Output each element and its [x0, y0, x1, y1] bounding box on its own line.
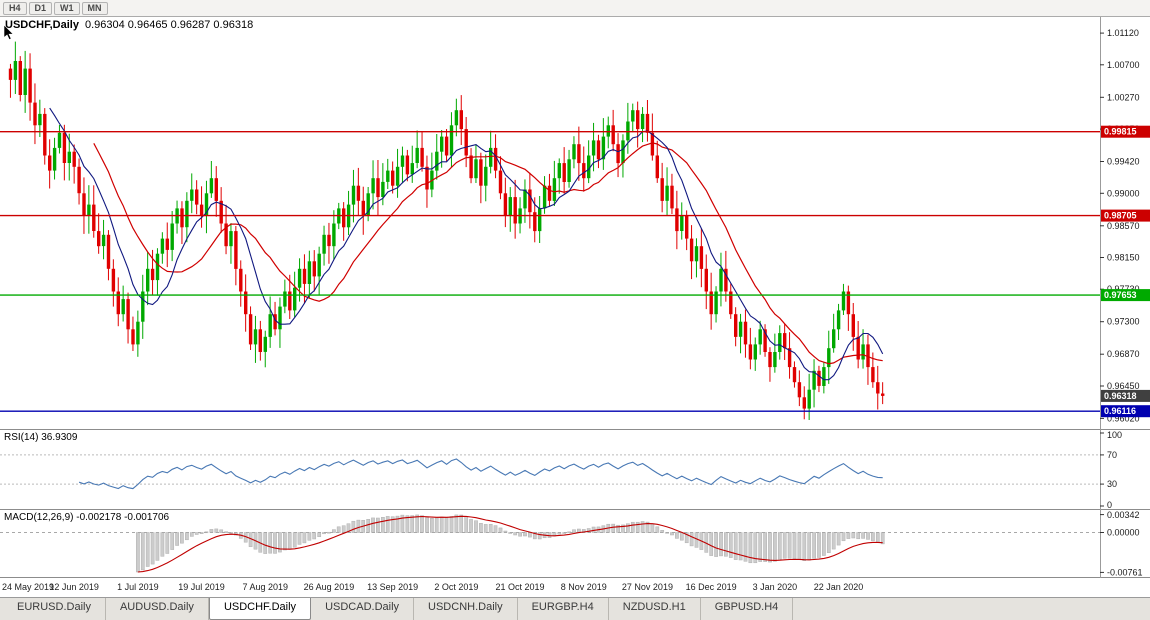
date-axis-label: 27 Nov 2019 [621, 582, 673, 592]
date-axis-label: 13 Sep 2019 [367, 582, 419, 592]
date-axis-label: 26 Aug 2019 [303, 582, 355, 592]
chart-tab-bar: EURUSD.Daily AUDUSD.Daily USDCHF.Daily USDC… [0, 598, 1150, 620]
tab-usdcad-daily[interactable]: USDCAD.Daily [311, 598, 415, 620]
svg-text:0.96116: 0.96116 [1104, 406, 1136, 416]
tab-usdcnh-daily[interactable]: USDCNH.Daily [414, 598, 518, 620]
timeframe-button-mn[interactable]: MN [81, 1, 108, 15]
svg-text:0.98705: 0.98705 [1104, 211, 1137, 221]
svg-text:0: 0 [1107, 500, 1112, 510]
date-axis-label: 2 Oct 2019 [434, 582, 479, 592]
date-axis-label: 8 Nov 2019 [560, 582, 607, 592]
tab-nzdusd-h1[interactable]: NZDUSD.H1 [609, 598, 701, 620]
macd-indicator-panel[interactable]: 0.00342 0.00000 -0.00761 MACD(12,26,9) -0.… [0, 510, 1150, 578]
ma-line-red [93, 142, 883, 365]
svg-text:1.01120: 1.01120 [1107, 28, 1139, 38]
timeframe-button-w1[interactable]: W1 [54, 1, 80, 15]
tab-usdchf-daily[interactable]: USDCHF.Daily [208, 598, 312, 620]
svg-text:0.00000: 0.00000 [1107, 528, 1140, 538]
rsi-chart[interactable]: 100 70 30 0 [0, 430, 1150, 510]
tab-eurusd-daily[interactable]: EURUSD.Daily [3, 598, 106, 620]
date-axis-label: 7 Aug 2019 [242, 582, 289, 592]
macd-chart[interactable]: 0.00342 0.00000 -0.00761 [0, 510, 1150, 578]
svg-text:0.99000: 0.99000 [1107, 188, 1140, 198]
date-axis-label: 19 Jul 2019 [178, 582, 225, 592]
candles-layer [8, 41, 885, 420]
svg-text:0.96870: 0.96870 [1107, 349, 1140, 359]
date-axis-label: 21 Oct 2019 [495, 582, 545, 592]
tab-gbpusd-h4[interactable]: GBPUSD.H4 [701, 598, 794, 620]
svg-text:0.98570: 0.98570 [1107, 221, 1140, 231]
current-price-badge [1101, 389, 1150, 402]
price-level-badge [1101, 405, 1150, 418]
tab-audusd-daily[interactable]: AUDUSD.Daily [106, 598, 209, 620]
mouse-cursor-icon [4, 25, 14, 40]
timeframe-button-h4[interactable]: H4 [3, 1, 27, 15]
svg-text:0.97300: 0.97300 [1107, 317, 1140, 327]
ma-line-navy [49, 107, 884, 381]
price-level-badge [1101, 125, 1150, 138]
svg-text:0.96020: 0.96020 [1107, 413, 1140, 423]
timeframe-button-d1[interactable]: D1 [28, 1, 53, 15]
svg-text:100: 100 [1107, 430, 1122, 440]
date-axis[interactable]: 24 May 2019 12 Jun 2019 1 Jul 2019 19 Jul 2… [0, 578, 1150, 598]
svg-text:0.96450: 0.96450 [1107, 381, 1140, 391]
date-axis-label: 22 Jan 2020 [813, 582, 864, 592]
svg-text:-0.00761: -0.00761 [1107, 567, 1143, 577]
svg-text:0.98150: 0.98150 [1107, 253, 1140, 263]
timeframe-toolbar: H4 D1 W1 MN [0, 0, 1150, 17]
svg-text:0.99815: 0.99815 [1104, 127, 1137, 137]
svg-text:0.96318: 0.96318 [1104, 391, 1137, 401]
date-axis-label: 12 Jun 2019 [49, 582, 99, 592]
svg-text:0.00342: 0.00342 [1107, 510, 1140, 520]
rsi-indicator-panel[interactable]: 100 70 30 0 RSI(14) 36.9309 [0, 430, 1150, 510]
svg-text:70: 70 [1107, 450, 1117, 460]
date-axis-label: 1 Jul 2019 [117, 582, 159, 592]
tab-eurgbp-h4[interactable]: EURGBP.H4 [518, 598, 609, 620]
date-axis-label: 16 Dec 2019 [685, 582, 737, 592]
price-level-badge [1101, 289, 1150, 302]
svg-text:0.97653: 0.97653 [1104, 290, 1137, 300]
svg-text:0.99420: 0.99420 [1107, 157, 1140, 167]
price-level-badge [1101, 209, 1150, 222]
svg-text:1.00700: 1.00700 [1107, 60, 1140, 70]
candlestick-chart[interactable]: 1.011201.007001.002700.998500.994200.990… [0, 17, 1150, 430]
rsi-line [78, 458, 883, 490]
date-axis-label: 3 Jan 2020 [752, 582, 798, 592]
main-chart-panel[interactable]: 1.011201.007001.002700.998500.994200.990… [0, 17, 1150, 430]
date-axis-label: 24 May 2019 [2, 582, 55, 592]
svg-text:30: 30 [1107, 479, 1117, 489]
svg-text:1.00270: 1.00270 [1107, 92, 1140, 102]
macd-signal-line [137, 515, 883, 573]
macd-histogram [136, 514, 885, 573]
